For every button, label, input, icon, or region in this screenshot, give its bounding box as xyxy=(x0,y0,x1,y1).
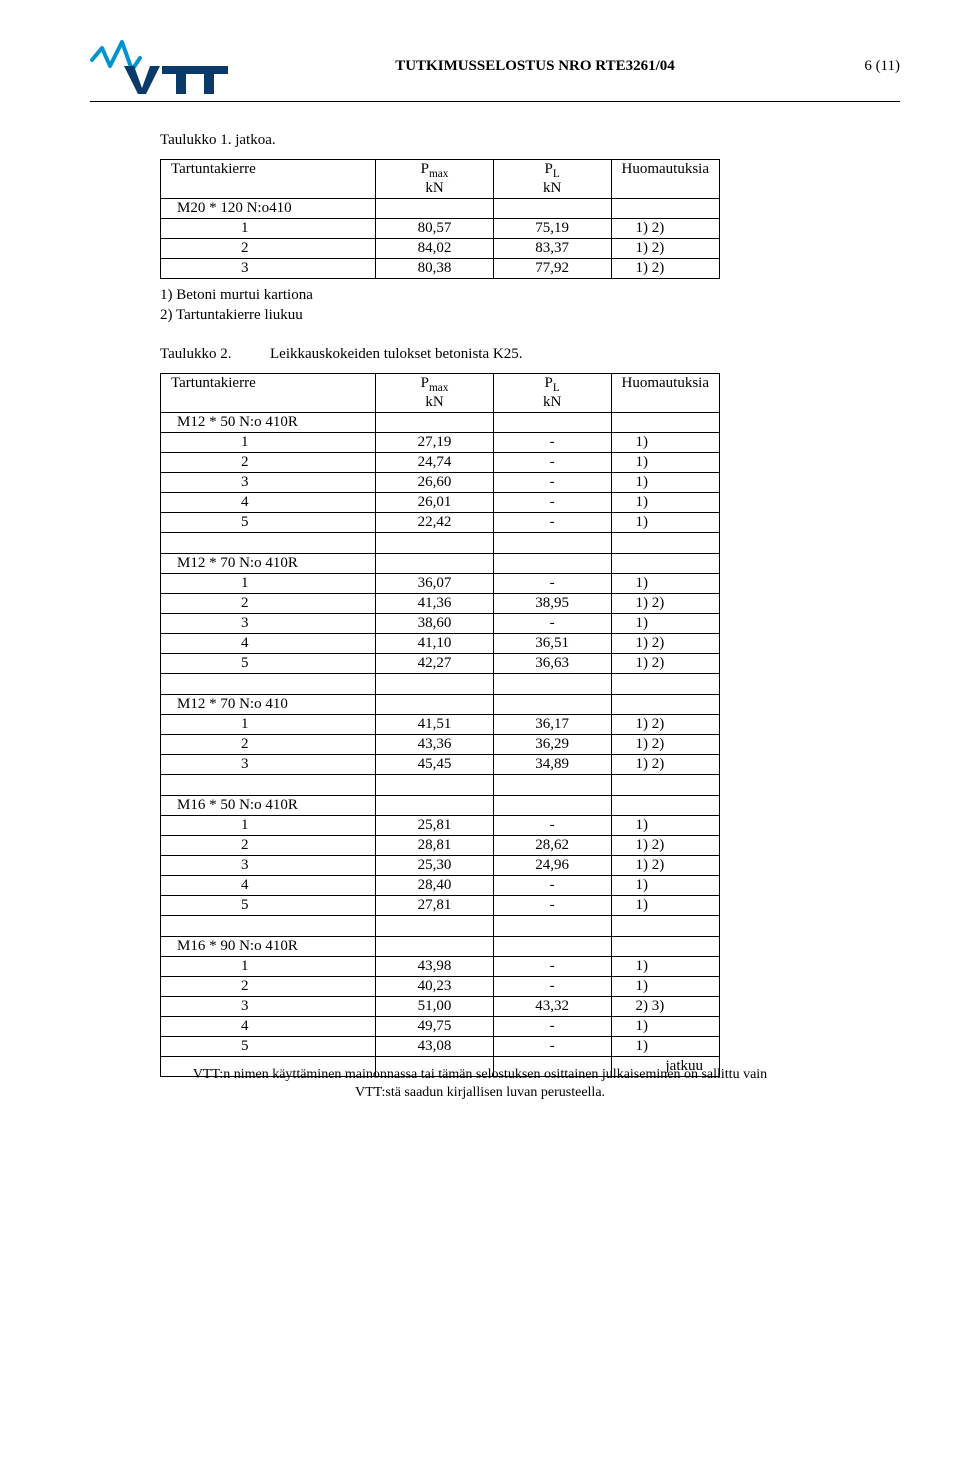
table1-col-pl: PL kN xyxy=(493,160,611,199)
table2-caption-text: Leikkauskokeiden tulokset betonista K25. xyxy=(270,346,800,363)
table1-footnotes: 1) Betoni murtui kartiona 2) Tartuntakie… xyxy=(160,285,800,326)
table2-col-pmax: Pmax kN xyxy=(376,373,494,412)
table-row: 240,23-1) xyxy=(161,976,720,996)
table-row: 284,0283,371) 2) xyxy=(161,239,720,259)
table-row: 228,8128,621) 2) xyxy=(161,835,720,855)
table-row: 180,5775,191) 2) xyxy=(161,219,720,239)
table1-caption: Taulukko 1. jatkoa. xyxy=(160,132,800,149)
table1-col-pmax: Pmax kN xyxy=(376,160,494,199)
table2-col-huom: Huomautuksia xyxy=(611,373,720,412)
footnote-1: 1) Betoni murtui kartiona xyxy=(160,285,800,305)
table2-header-row: Tartuntakierre Pmax kN PL kN Huomautuksi… xyxy=(161,373,720,412)
content-area: Taulukko 1. jatkoa. Tartuntakierre Pmax … xyxy=(160,132,800,1077)
table-row: 224,74-1) xyxy=(161,452,720,472)
table-row: 338,60-1) xyxy=(161,613,720,633)
table1-header-row: Tartuntakierre Pmax kN PL kN Huomautuksi… xyxy=(161,160,720,199)
table-row: 136,07-1) xyxy=(161,573,720,593)
table-row: 125,81-1) xyxy=(161,815,720,835)
page-footer: VTT:n nimen käyttäminen mainonnassa tai … xyxy=(0,1066,960,1102)
table-row: 441,1036,511) 2) xyxy=(161,633,720,653)
table-row: M12 * 70 N:o 410R xyxy=(161,553,720,573)
table-row: M12 * 70 N:o 410 xyxy=(161,694,720,714)
table-row: M16 * 50 N:o 410R xyxy=(161,795,720,815)
page-number: 6 (11) xyxy=(840,40,900,75)
table1-caption-text: jatkoa. xyxy=(235,132,275,148)
table2-caption-label: Taulukko 2. xyxy=(160,346,270,363)
page: TUTKIMUSSELOSTUS NRO RTE3261/04 6 (11) T… xyxy=(0,0,960,1133)
table2-caption: Taulukko 2. Leikkauskokeiden tulokset be… xyxy=(160,346,800,363)
table-row: 380,3877,921) 2) xyxy=(161,259,720,279)
table-row: M12 * 50 N:o 410R xyxy=(161,412,720,432)
table-row: 428,40-1) xyxy=(161,875,720,895)
table-row xyxy=(161,915,720,936)
vtt-logo-svg xyxy=(90,40,230,95)
table-row: 527,81-1) xyxy=(161,895,720,915)
table-row xyxy=(161,774,720,795)
table-row: M16 * 90 N:o 410R xyxy=(161,936,720,956)
table-row: 449,75-1) xyxy=(161,1016,720,1036)
table-row: 345,4534,891) 2) xyxy=(161,754,720,774)
footer-line-2: VTT:stä saadun kirjallisen luvan peruste… xyxy=(0,1084,960,1102)
table1-caption-label: Taulukko 1. xyxy=(160,132,231,148)
table1-col-huom: Huomautuksia xyxy=(611,160,720,199)
table-row: M20 * 120 N:o410 xyxy=(161,199,720,219)
table-row: 141,5136,171) 2) xyxy=(161,714,720,734)
table1: Tartuntakierre Pmax kN PL kN Huomautuksi… xyxy=(160,159,720,279)
table-row: 325,3024,961) 2) xyxy=(161,855,720,875)
page-header: TUTKIMUSSELOSTUS NRO RTE3261/04 6 (11) xyxy=(90,40,900,95)
table-row: 143,98-1) xyxy=(161,956,720,976)
table-row: 351,0043,32 2) 3) xyxy=(161,996,720,1016)
table1-col-tartuntakierre: Tartuntakierre xyxy=(161,160,376,199)
table-row: 241,3638,951) 2) xyxy=(161,593,720,613)
document-title: TUTKIMUSSELOSTUS NRO RTE3261/04 xyxy=(230,40,840,75)
table-row: 522,42-1) xyxy=(161,512,720,532)
table-row xyxy=(161,673,720,694)
table2: Tartuntakierre Pmax kN PL kN Huomautuksi… xyxy=(160,373,720,1077)
footnote-2: 2) Tartuntakierre liukuu xyxy=(160,305,800,325)
table-row xyxy=(161,532,720,553)
table-row: 426,01-1) xyxy=(161,492,720,512)
footer-line-1: VTT:n nimen käyttäminen mainonnassa tai … xyxy=(0,1066,960,1084)
table-row: 243,3636,291) 2) xyxy=(161,734,720,754)
table-row: 127,19-1) xyxy=(161,432,720,452)
table-row: 542,2736,631) 2) xyxy=(161,653,720,673)
table-row: 543,08-1) xyxy=(161,1036,720,1056)
header-rule xyxy=(90,101,900,102)
vtt-logo xyxy=(90,40,230,95)
table2-col-tartuntakierre: Tartuntakierre xyxy=(161,373,376,412)
table2-col-pl: PL kN xyxy=(493,373,611,412)
table-row: 326,60-1) xyxy=(161,472,720,492)
